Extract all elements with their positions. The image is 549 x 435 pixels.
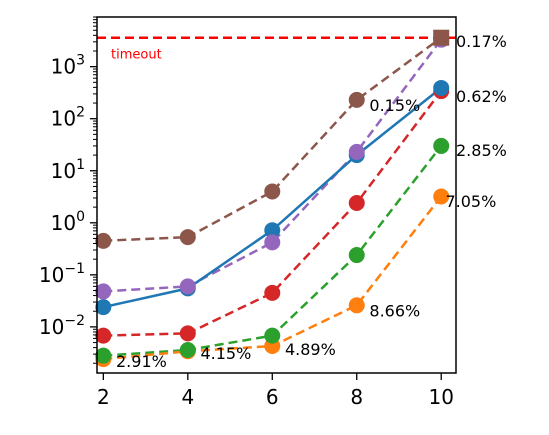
series-6-point [348,297,365,314]
percent-annotation: 4.15% [200,344,251,363]
percent-annotation: 8.66% [369,301,420,320]
axes-frame [96,16,457,374]
series-4-point [95,327,112,344]
y-tick-label: 102 [51,105,85,131]
x-tick-label: 8 [350,385,363,409]
series-3-point [264,222,281,239]
series-1-point [433,29,450,46]
series-1-point [179,229,196,246]
series-5-point [433,137,450,154]
series-2-point [179,278,196,295]
series-2-point [348,143,365,160]
percent-annotation: 0.17% [456,32,507,51]
series-line-2 [103,38,443,293]
series-line-1 [103,36,442,243]
percent-annotation: 7.05% [445,192,496,211]
x-tick-label: 6 [266,385,279,409]
series-5-point [264,327,281,344]
percent-annotation: 0.62% [456,87,507,106]
percent-annotation: 4.89% [285,340,336,359]
series-1-point [348,91,365,108]
x-tick-label: 10 [428,385,453,409]
percent-annotation: 0.15% [369,96,420,115]
y-tick-label: 101 [51,157,85,183]
series-1-point [264,183,281,200]
series-5-point [95,347,112,364]
series-3-point [95,299,112,316]
percent-annotation: 2.91% [116,352,167,371]
axes: 2 4 6 8 10 10−2 10−1 100 101 102 103 [39,16,454,409]
timeout-label: timeout [111,48,162,63]
series-5-point [179,341,196,358]
plot-area: timeout 0.17% 0.62% 2.85% 7.05% 0.15% 8.66% 4.8… [95,29,507,371]
percent-annotation: 2.85% [456,141,507,160]
series-4-point [264,284,281,301]
y-tick-label: 100 [51,209,85,235]
series-6-point [433,188,450,205]
series-line-5 [103,145,443,357]
series-4-point [179,325,196,342]
series-1-point [95,232,112,249]
series-2-point [264,234,281,251]
series-5-point [348,247,365,264]
y-tick-label: 103 [51,53,85,79]
x-tick-label: 2 [97,385,110,409]
series-line-4 [103,90,443,337]
series-2-point [95,283,112,300]
y-tick-label: 10−2 [39,313,85,339]
y-tick-label: 10−1 [39,261,85,287]
series-3-point [433,79,450,96]
series-4-point [348,195,365,212]
x-tick-label: 4 [181,385,194,409]
